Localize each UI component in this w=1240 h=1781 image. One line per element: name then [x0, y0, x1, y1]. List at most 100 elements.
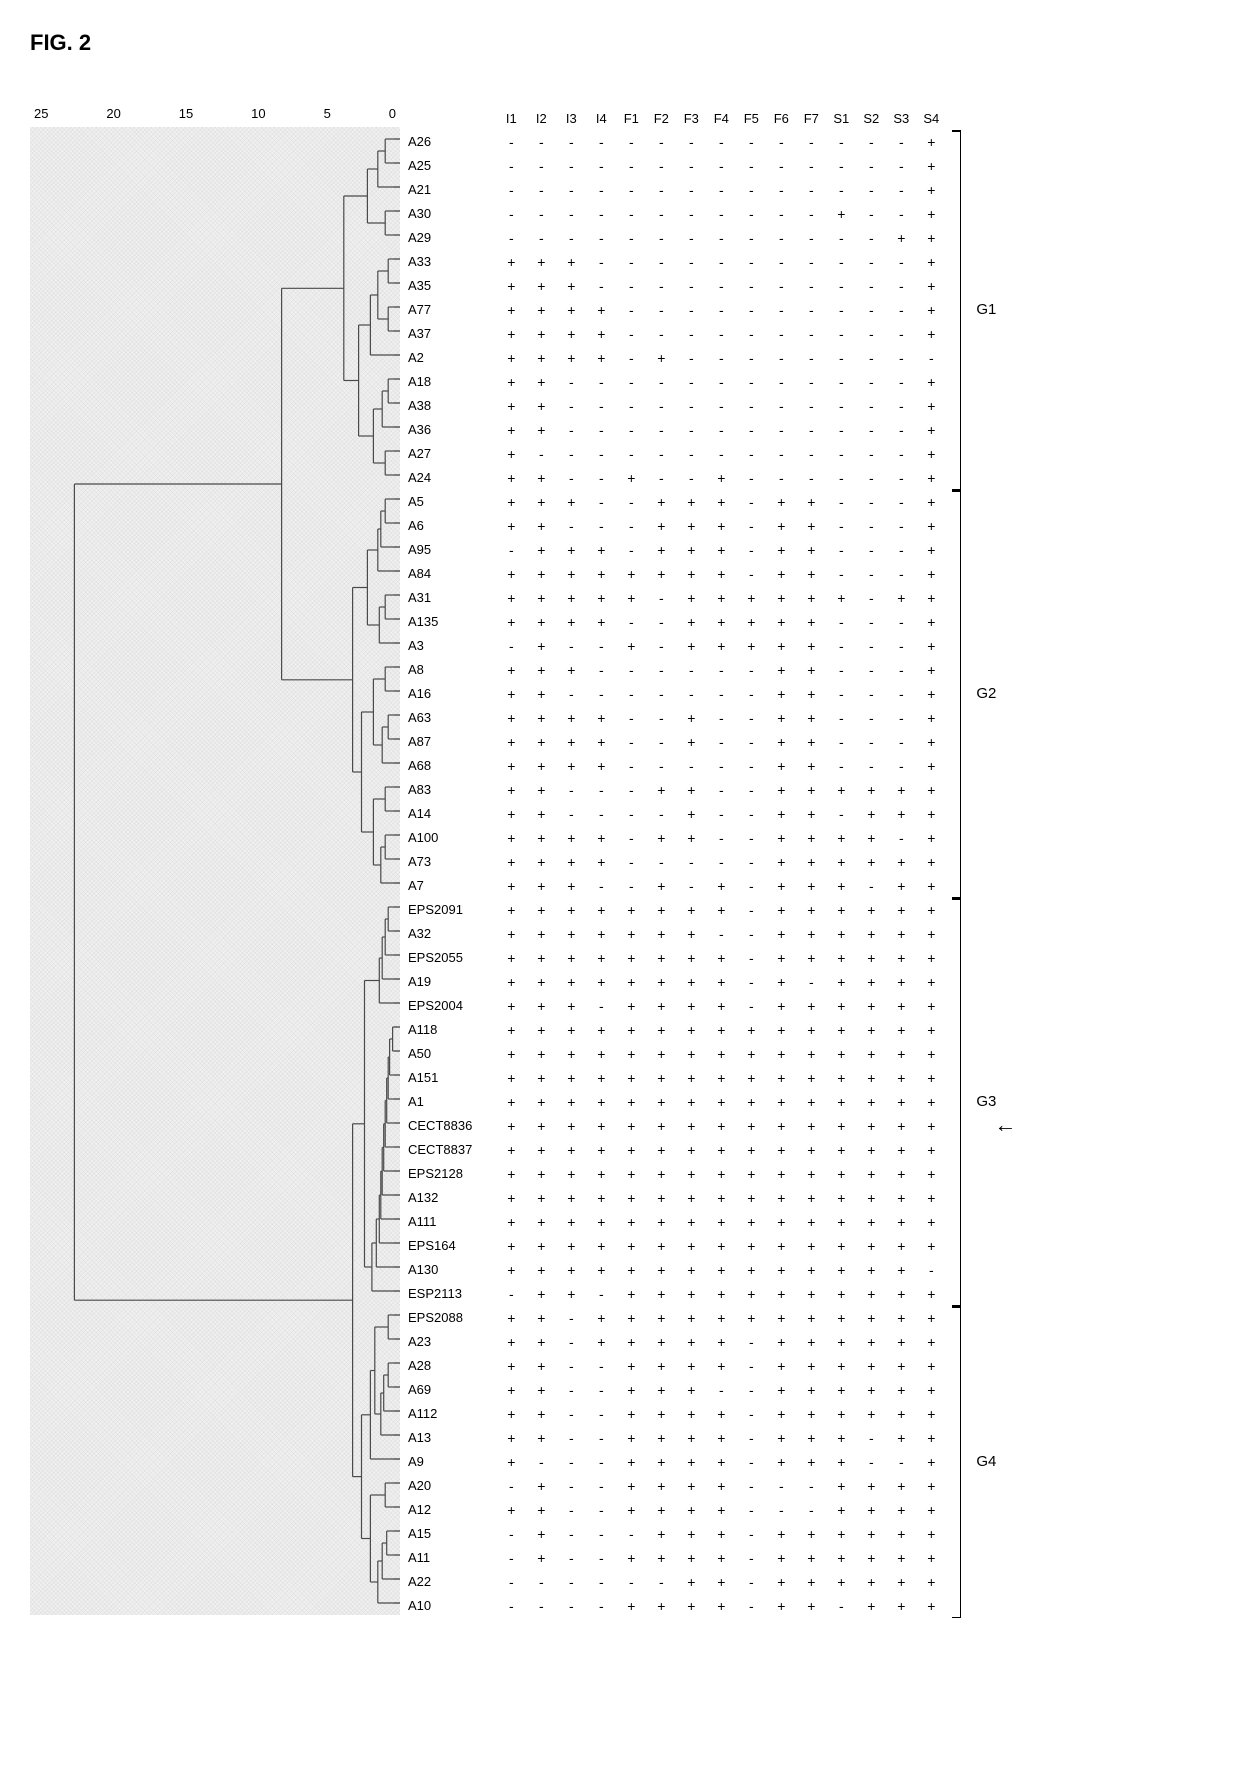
table-cell: + [646, 994, 676, 1018]
table-cell: - [706, 250, 736, 274]
table-cell: + [886, 1498, 916, 1522]
table-cell: + [766, 1594, 796, 1618]
table-cell: - [646, 802, 676, 826]
table-cell: + [556, 898, 586, 922]
table-cell: + [916, 202, 946, 226]
table-cell: - [856, 274, 886, 298]
table-cell: - [856, 1426, 886, 1450]
table-cell: - [586, 250, 616, 274]
table-cell: - [886, 754, 916, 778]
table-cell: + [916, 466, 946, 490]
group-bracket [960, 1306, 961, 1618]
table-row: ++++++++-++++++ [496, 946, 946, 970]
table-cell: + [676, 970, 706, 994]
table-cell: + [856, 826, 886, 850]
table-cell: - [886, 514, 916, 538]
table-cell: + [826, 922, 856, 946]
table-cell: + [586, 922, 616, 946]
table-cell: + [796, 874, 826, 898]
table-cell: + [826, 1330, 856, 1354]
table-cell: + [796, 586, 826, 610]
table-cell: - [556, 802, 586, 826]
table-cell: + [826, 1090, 856, 1114]
row-label: A33 [408, 250, 472, 274]
table-cell: + [886, 1186, 916, 1210]
table-cell: - [886, 826, 916, 850]
table-cell: + [586, 322, 616, 346]
table-cell: + [826, 1234, 856, 1258]
table-cell: - [646, 1570, 676, 1594]
table-row: ++-------++---+ [496, 682, 946, 706]
table-cell: - [586, 370, 616, 394]
table-cell: + [916, 1114, 946, 1138]
table-row: +++--+++-++---+ [496, 490, 946, 514]
table-cell: - [826, 490, 856, 514]
table-cell: + [796, 490, 826, 514]
table-cell: + [586, 730, 616, 754]
table-cell: + [706, 970, 736, 994]
table-cell: + [706, 1162, 736, 1186]
table-cell: - [736, 1426, 766, 1450]
table-cell: + [766, 874, 796, 898]
table-row: +++------++---+ [496, 658, 946, 682]
table-cell: - [886, 322, 916, 346]
table-cell: - [526, 442, 556, 466]
column-header: S1 [826, 111, 856, 126]
table-cell: - [646, 754, 676, 778]
table-cell: - [586, 178, 616, 202]
table-cell: - [556, 1354, 586, 1378]
table-cell: + [586, 1066, 616, 1090]
table-cell: + [706, 1498, 736, 1522]
table-cell: + [886, 586, 916, 610]
table-cell: + [556, 298, 586, 322]
table-cell: + [706, 1282, 736, 1306]
table-cell: - [556, 778, 586, 802]
table-cell: - [646, 226, 676, 250]
dendrogram-body [30, 127, 400, 1615]
table-cell: - [886, 634, 916, 658]
table-cell: + [676, 1402, 706, 1426]
table-cell: + [496, 562, 526, 586]
table-cell: + [826, 1258, 856, 1282]
table-cell: - [586, 274, 616, 298]
table-body: --------------+--------------+----------… [496, 130, 946, 1618]
table-cell: + [916, 586, 946, 610]
row-label: A8 [408, 658, 472, 682]
table-cell: - [796, 466, 826, 490]
table-cell: - [736, 1522, 766, 1546]
table-cell: + [496, 610, 526, 634]
table-cell: + [646, 874, 676, 898]
table-cell: + [526, 610, 556, 634]
table-cell: + [496, 826, 526, 850]
table-cell: + [916, 778, 946, 802]
table-cell: + [496, 346, 526, 370]
table-row: +++++++++++++++ [496, 1162, 946, 1186]
table-cell: - [646, 610, 676, 634]
table-cell: - [676, 850, 706, 874]
table-cell: + [766, 562, 796, 586]
table-cell: - [736, 1498, 766, 1522]
row-label: A73 [408, 850, 472, 874]
table-cell: + [676, 1042, 706, 1066]
table-cell: + [886, 778, 916, 802]
table-cell: + [766, 946, 796, 970]
table-cell: + [796, 1402, 826, 1426]
table-cell: - [856, 370, 886, 394]
table-cell: - [886, 154, 916, 178]
table-cell: + [766, 538, 796, 562]
table-cell: - [616, 826, 646, 850]
table-cell: - [736, 706, 766, 730]
table-cell: + [826, 1450, 856, 1474]
table-cell: + [676, 490, 706, 514]
table-cell: + [526, 1186, 556, 1210]
table-cell: - [856, 706, 886, 730]
row-label: A31 [408, 586, 472, 610]
table-cell: - [646, 202, 676, 226]
table-cell: + [526, 538, 556, 562]
table-cell: + [586, 850, 616, 874]
table-cell: - [586, 394, 616, 418]
table-cell: - [796, 202, 826, 226]
row-label: A87 [408, 730, 472, 754]
table-cell: + [526, 322, 556, 346]
table-cell: - [586, 418, 616, 442]
